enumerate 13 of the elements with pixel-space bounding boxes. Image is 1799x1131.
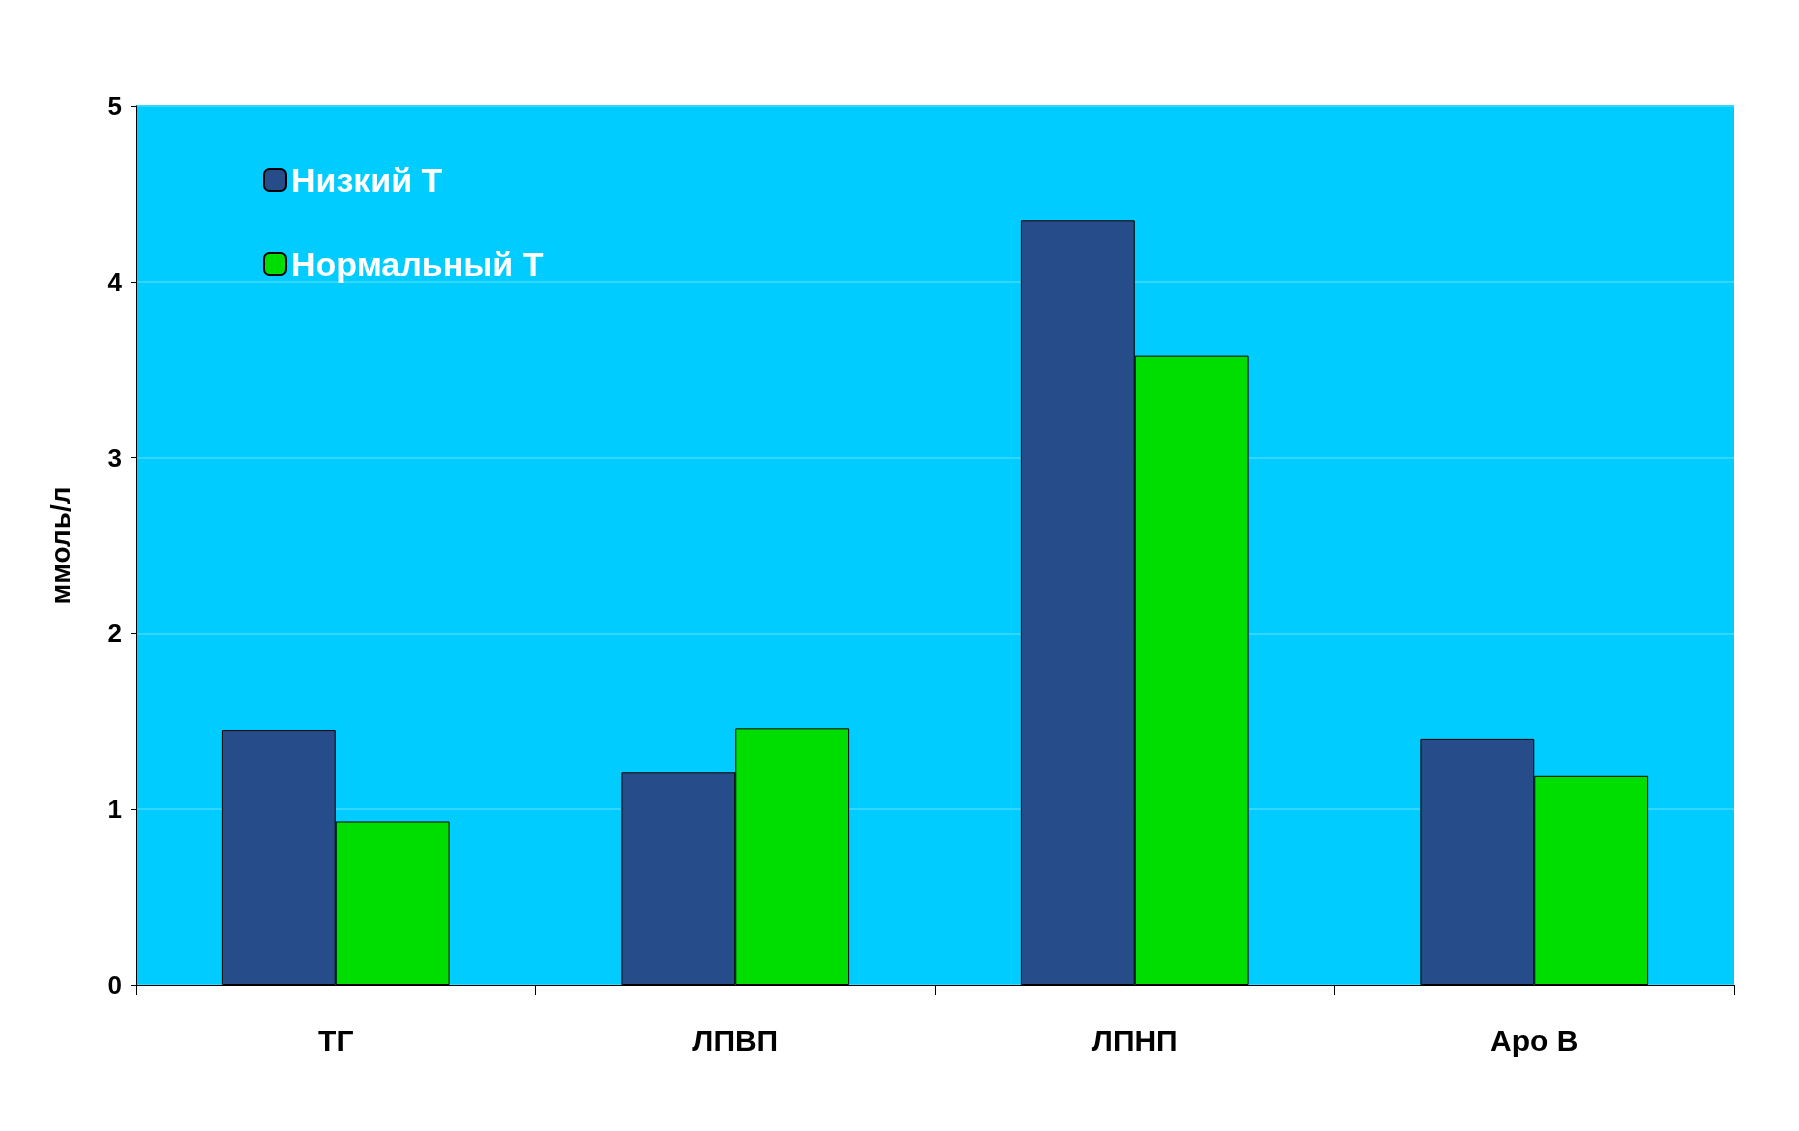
x-tick-label: ЛПВП <box>692 1023 779 1057</box>
y-axis-title: ммоль/л <box>44 486 76 605</box>
legend-label: Нормальный Т <box>291 245 544 283</box>
x-tick-label: ТГ <box>318 1023 354 1057</box>
x-tick-label: ЛПНП <box>1091 1023 1178 1057</box>
y-tick-label: 2 <box>107 618 122 649</box>
y-tick-label: 4 <box>107 266 123 297</box>
x-tick-label: Apo B <box>1490 1023 1579 1057</box>
y-tick-label: 0 <box>107 970 122 1000</box>
legend-label: Низкий Т <box>291 161 443 199</box>
y-tick-label: 1 <box>107 794 122 825</box>
y-tick-label: 3 <box>107 442 122 473</box>
y-tick-label: 5 <box>107 91 122 121</box>
